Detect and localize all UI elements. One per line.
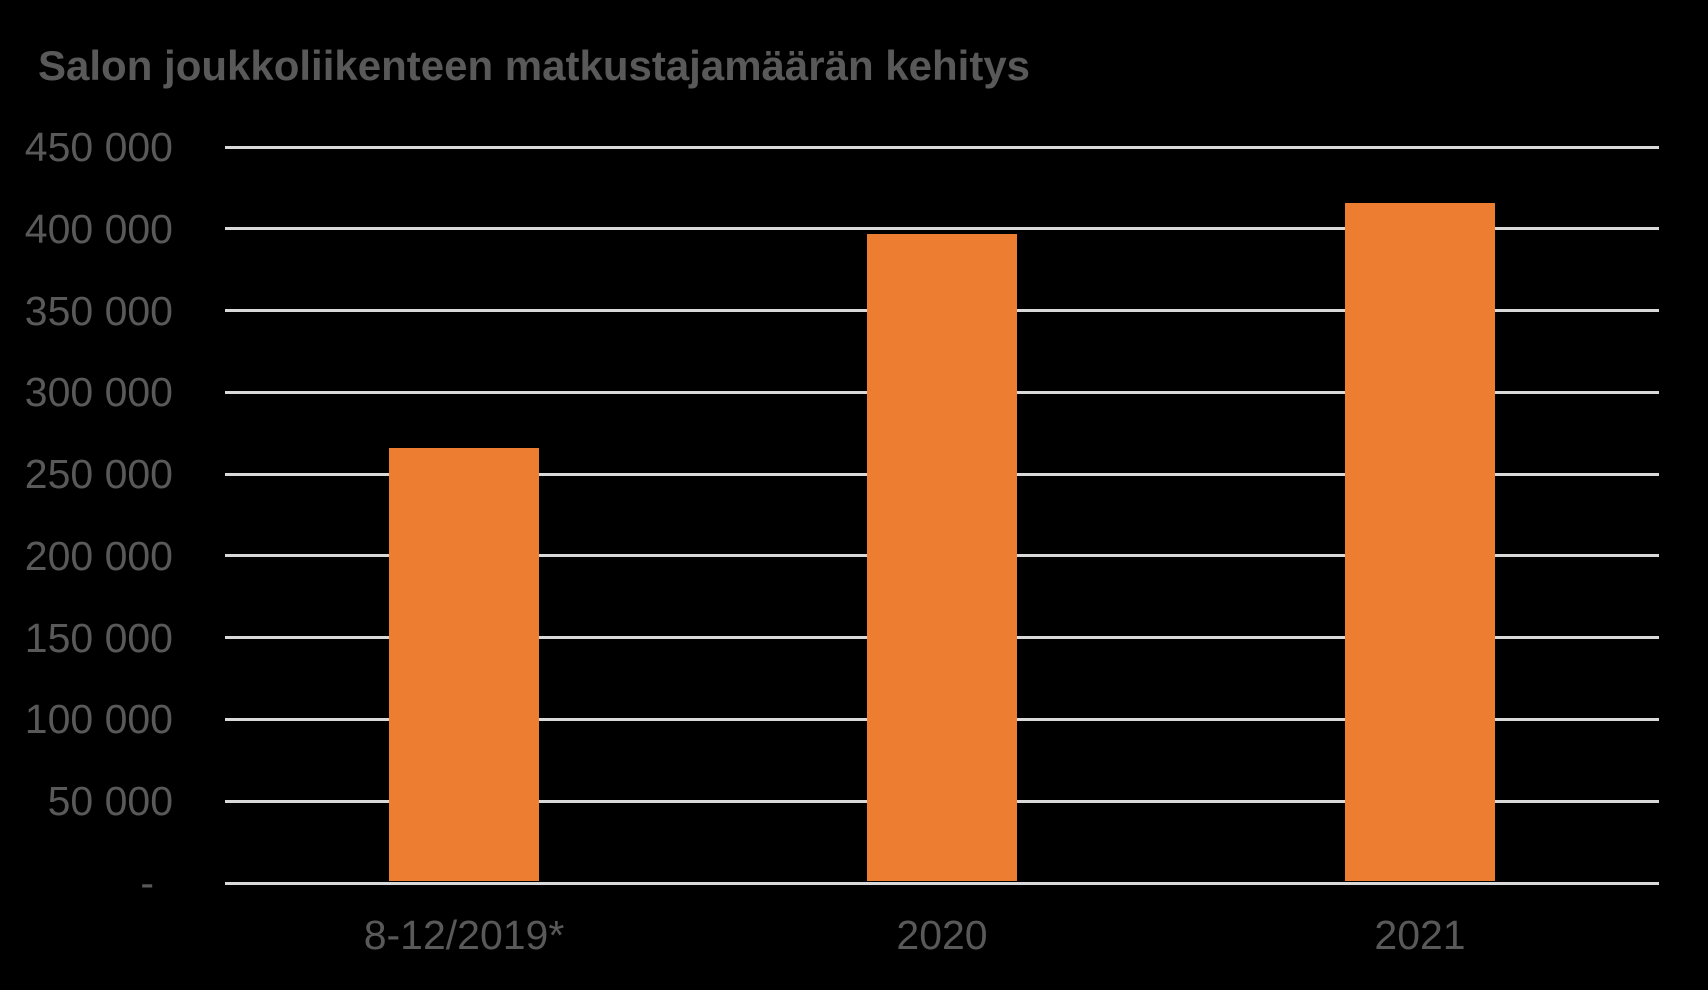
y-tick-label: 200 000 [24, 532, 173, 579]
bar [867, 233, 1017, 882]
x-category-label: 2021 [1374, 912, 1466, 958]
plot-area [225, 145, 1659, 886]
gridline [225, 227, 1659, 231]
y-tick-label: 250 000 [24, 451, 173, 498]
y-tick-label: 100 000 [24, 696, 173, 743]
y-tick-label: - [140, 860, 154, 906]
x-category-label: 8-12/2019* [363, 912, 565, 958]
y-tick-label: 450 000 [24, 124, 173, 170]
gridline [225, 881, 1659, 885]
y-tick-label: 150 000 [24, 614, 173, 661]
chart-title: Salon joukkoliikenteen matkustajamäärän … [38, 42, 1031, 89]
y-tick-label: 300 000 [24, 369, 173, 416]
y-tick-label: 400 000 [24, 205, 173, 252]
y-tick-label: 350 000 [24, 287, 173, 334]
x-category-label: 2020 [896, 912, 988, 958]
y-tick-label: 50 000 [47, 778, 173, 825]
bar [389, 447, 539, 882]
gridline [225, 145, 1659, 149]
bar [1345, 202, 1495, 882]
